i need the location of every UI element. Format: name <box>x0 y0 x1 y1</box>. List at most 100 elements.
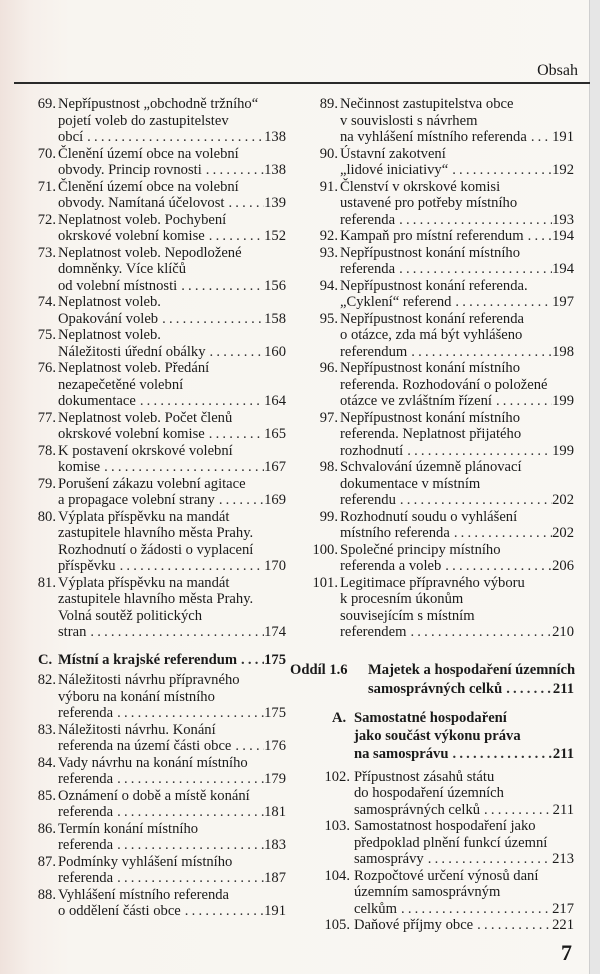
entry-page-number: 181 <box>264 804 286 820</box>
toc-entry[interactable]: 101. Legitimace přípravného výboru k proce… <box>298 575 574 641</box>
entry-page-number: 211 <box>552 801 574 818</box>
entry-title-text: Schvalování územně plánovací <box>340 459 522 475</box>
entry-title-text: Termín konání místního <box>58 820 199 837</box>
toc-entry[interactable]: 83. Náležitosti návrhu. Konání referenda n… <box>16 722 286 755</box>
toc-entry[interactable]: 95. Nepřípustnost konání referenda o otázc… <box>298 311 574 361</box>
toc-entry[interactable]: 84. Vady návrhu na konání místního referen… <box>16 755 286 788</box>
entry-number: 77. <box>37 409 56 426</box>
entry-number: 100. <box>312 541 338 558</box>
toc-entry[interactable]: 75. Neplatnost voleb. Náležitosti úřední o… <box>16 327 286 360</box>
toc-entry[interactable]: 88. Vyhlášení místního referenda o oddělen… <box>16 887 286 920</box>
entry-number: 74. <box>37 294 56 310</box>
toc-entry[interactable]: 91. Členství v okrskové komisi ustavené pr… <box>298 179 574 229</box>
dot-leader: ........................................… <box>452 162 553 178</box>
entry-title-text: referenda na území části obce <box>58 738 232 754</box>
toc-entry[interactable]: 89. Nečinnost zastupitelstva obce v souvis… <box>298 96 574 146</box>
toc-entry[interactable]: 105.Daňové příjmy obce..................… <box>298 917 574 934</box>
toc-entry[interactable]: 85. Oznámení o době a místě konání referen… <box>16 788 286 821</box>
entry-title-text: referenda a voleb <box>340 558 442 574</box>
dot-leader: ........................................… <box>241 651 264 668</box>
entry-page-number: 175 <box>264 651 286 668</box>
entry-title-text: Náležitosti úřední obálky <box>58 343 206 360</box>
entry-page-number: 202 <box>552 525 574 541</box>
toc-entry[interactable]: 90. Ústavní zakotvení „lidové iniciativy“.… <box>298 146 574 179</box>
entry-title-text: „Cyklení“ referend <box>340 294 452 310</box>
entry-line: referendum..............................… <box>340 344 574 361</box>
toc-entry[interactable]: 99. Rozhodnutí soudu o vyhlášení místního … <box>298 509 574 542</box>
toc-entry[interactable]: 69. Nepřípustnost „obchodně tržního“ pojet… <box>16 96 286 146</box>
entry-number: 101. <box>312 574 338 591</box>
entry-line: referenda...............................… <box>58 804 286 821</box>
toc-entry[interactable]: 78. K postavení okrskové volební komise...… <box>16 443 286 476</box>
entry-line: referenda. Neplatnost přijatého <box>340 426 574 443</box>
toc-entry[interactable]: 93. Nepřípustnost konání místního referend… <box>298 245 574 278</box>
entry-number: 85. <box>37 787 56 804</box>
toc-entry[interactable]: 77. Neplatnost voleb. Počet členů okrskové… <box>16 410 286 443</box>
entry-title-text: Nečinnost zastupitelstva obce <box>340 96 514 112</box>
toc-entry[interactable]: 96. Nepřípustnost konání místního referend… <box>298 360 574 410</box>
entry-line: Termín konání místního <box>58 821 286 838</box>
entry-page-number: 191 <box>552 129 574 145</box>
toc-entry[interactable]: 98. Schvalování územně plánovací dokumenta… <box>298 459 574 509</box>
dot-leader: ........................................… <box>184 903 264 919</box>
entry-number: 72. <box>37 211 56 228</box>
entry-line: nezapečetěné volební <box>58 377 286 394</box>
entry-title-text: Nepřípustnost konání místního <box>340 360 520 376</box>
entry-page-number: 179 <box>264 771 286 787</box>
entry-line: k procesním úkonům <box>340 591 574 608</box>
entry-number: 102. <box>324 768 350 785</box>
toc-entry[interactable]: 87. Podmínky vyhlášení místního referenda.… <box>16 854 286 887</box>
entry-line: předpoklad plnění funkcí územní <box>354 835 574 852</box>
entry-line: Nepřípustnost konání referenda <box>340 311 574 328</box>
entry-title-text: pojetí voleb do zastupitelstev <box>58 112 229 129</box>
entry-line: Vyhlášení místního referenda <box>58 887 286 904</box>
toc-entry[interactable]: 86. Termín konání místního referenda......… <box>16 821 286 854</box>
toc-entry[interactable]: 82. Náležitosti návrhu přípravného výboru … <box>16 672 286 722</box>
toc-entry[interactable]: 72. Neplatnost voleb. Pochybení okrskové v… <box>16 212 286 245</box>
entry-page-number: 164 <box>264 393 286 409</box>
toc-entry[interactable]: 80. Výplata příspěvku na mandát zastupitel… <box>16 509 286 575</box>
dot-leader: ........................................… <box>119 558 265 574</box>
running-header: Obsah <box>537 62 578 79</box>
dot-leader: ........................................… <box>209 343 265 360</box>
entry-title-text: samosprávy <box>354 851 424 867</box>
toc-entry[interactable]: 97. Nepřípustnost konání místního referend… <box>298 410 574 460</box>
toc-entry[interactable]: 76. Neplatnost voleb. Předání nezapečetěné… <box>16 360 286 410</box>
entry-title-text: referenda <box>340 211 396 228</box>
entry-title-text: Volná soutěž politických <box>58 607 203 624</box>
entry-line: referenda...............................… <box>58 771 286 788</box>
entry-title-text: domněnky. Více klíčů <box>58 261 187 277</box>
entry-page-number: 170 <box>264 558 286 574</box>
toc-entry[interactable]: 102. Přípustnost zásahů státu do hospodaře… <box>298 769 574 819</box>
toc-entry[interactable]: 71. Členění území obce na volební obvody. … <box>16 179 286 212</box>
entry-number: 89. <box>319 96 338 112</box>
toc-oddil-1-6: Oddíl 1.6 Majetek a hospodaření územních… <box>290 661 575 699</box>
entry-title-text: souvisejícím s místním <box>340 607 475 624</box>
toc-entry[interactable]: 81. Výplata příspěvku na mandát zastupitel… <box>16 575 286 641</box>
entry-title-text: dokumentace <box>58 393 136 409</box>
toc-entry[interactable]: 73. Neplatnost voleb. Nepodložené domněnky… <box>16 245 286 295</box>
entry-line: Nečinnost zastupitelstva obce <box>340 96 574 113</box>
toc-entry[interactable]: 92.Kampaň pro místní referendum.........… <box>298 228 574 245</box>
entry-line: pojetí voleb do zastupitelstev <box>58 113 286 130</box>
entry-line: referenda...............................… <box>58 870 286 887</box>
toc-entry[interactable]: 94. Nepřípustnost konání referenda. „Cykle… <box>298 278 574 311</box>
entry-line: Volná soutěž politických <box>58 608 286 625</box>
entry-line: Neplatnost voleb. Pochybení <box>58 212 286 229</box>
entry-title-text: okrskové volební komise <box>58 228 205 244</box>
toc-entry[interactable]: 103. Samostatnost hospodaření jako předpok… <box>298 818 574 868</box>
toc-entry[interactable]: 74. Neplatnost voleb. Opakování voleb.....… <box>16 294 286 327</box>
entry-line: dokumentace.............................… <box>58 393 286 410</box>
toc-entry[interactable]: 70. Členění území obce na volební obvody. … <box>16 146 286 179</box>
entry-title-text: celkům <box>354 900 397 917</box>
entry-line: Nepřípustnost konání místního <box>340 360 574 377</box>
entry-title-text: v souvislosti s návrhem <box>340 112 478 129</box>
entry-title-text: otázce ve zvláštním řízení <box>340 393 492 409</box>
entry-line: Neplatnost voleb. Nepodložené <box>58 245 286 262</box>
entry-title-text: okrskové volební komise <box>58 426 205 442</box>
toc-entry[interactable]: 104. Rozpočtové určení výnosů daní územním… <box>298 868 574 918</box>
dot-leader: ........................................… <box>399 492 552 508</box>
toc-entry[interactable]: 79. Porušení zákazu volební agitace a prop… <box>16 476 286 509</box>
toc-entry[interactable]: 100. Společné principy místního referenda … <box>298 542 574 575</box>
entry-title-text: Nepřípustnost konání místního <box>340 409 520 426</box>
